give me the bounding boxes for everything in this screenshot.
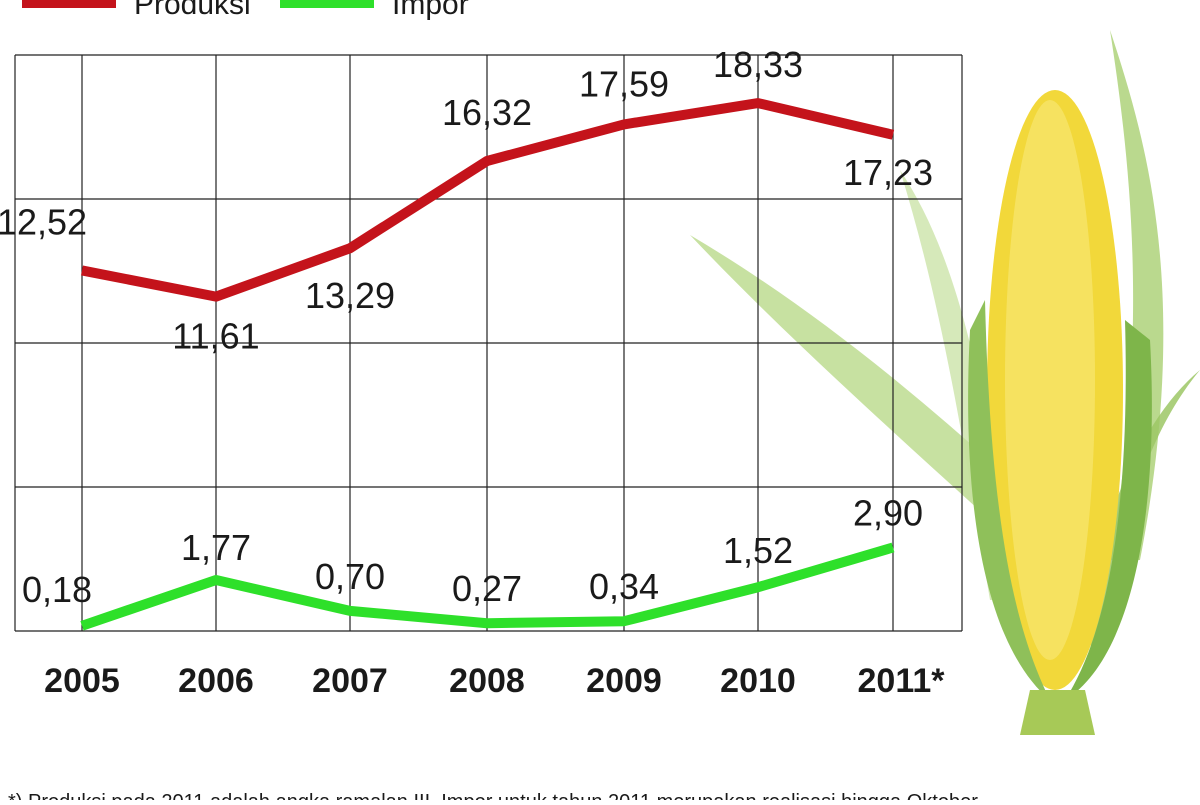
data-label: 17,59 [579, 63, 669, 104]
legend-swatch [280, 0, 374, 8]
x-tick-label: 2007 [312, 662, 388, 700]
data-label: 1,52 [723, 530, 793, 571]
data-label: 0,70 [315, 556, 385, 597]
legend-label: Impor [392, 0, 469, 21]
data-label: 12,52 [0, 201, 87, 242]
series-line [80, 542, 895, 631]
x-tick-label: 2005 [44, 662, 120, 700]
x-tick-label: 2006 [178, 662, 254, 700]
data-label: 18,33 [713, 44, 803, 85]
legend-swatch [22, 0, 116, 8]
data-label: 11,61 [172, 316, 259, 357]
data-label: 0,18 [22, 569, 92, 610]
grid [14, 54, 963, 632]
legend-label: Produksi [134, 0, 251, 21]
footnote: *) Produksi pada 2011 adalah angka ramal… [8, 791, 978, 800]
data-label: 16,32 [442, 92, 532, 133]
legend: Produksi Impor [22, 0, 469, 21]
data-label: 13,29 [305, 275, 395, 316]
x-tick-label: 2009 [586, 662, 662, 700]
data-label: 17,23 [843, 152, 933, 193]
plot: 12,52 11,61 13,29 16,32 17,59 18,33 17,23 0,18 1… [0, 44, 933, 631]
data-label: 1,77 [181, 527, 251, 568]
data-label: 2,90 [853, 492, 923, 533]
x-tick-label: 2010 [720, 662, 796, 700]
corn-illustration [690, 30, 1200, 735]
data-label: 0,27 [452, 568, 522, 609]
data-label: 0,34 [589, 566, 659, 607]
x-tick-label: 2008 [449, 662, 525, 700]
x-tick-label: 2011* [858, 662, 946, 700]
series-line [81, 98, 895, 302]
